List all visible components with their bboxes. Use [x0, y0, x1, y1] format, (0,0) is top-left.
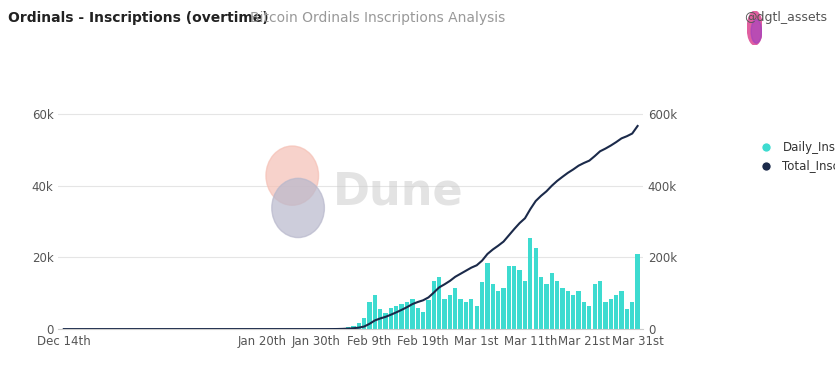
Bar: [593, 284, 597, 329]
Text: Ordinals - Inscriptions (overtime): Ordinals - Inscriptions (overtime): [8, 11, 269, 25]
Bar: [518, 270, 522, 329]
Bar: [609, 298, 613, 329]
Bar: [357, 323, 361, 329]
Text: Bitcoin Ordinals Inscriptions Analysis: Bitcoin Ordinals Inscriptions Analysis: [250, 11, 506, 25]
Text: Dune: Dune: [333, 170, 463, 213]
Circle shape: [747, 11, 762, 45]
Bar: [485, 263, 489, 329]
Bar: [534, 248, 538, 329]
Bar: [544, 284, 549, 329]
Bar: [474, 306, 478, 329]
Bar: [453, 288, 458, 329]
Bar: [587, 306, 591, 329]
Bar: [389, 307, 393, 329]
Bar: [469, 298, 473, 329]
Bar: [598, 280, 602, 329]
Bar: [427, 300, 431, 329]
Bar: [464, 302, 468, 329]
Text: @dgtl_assets: @dgtl_assets: [744, 11, 827, 24]
Bar: [625, 309, 629, 329]
Bar: [367, 302, 372, 329]
Bar: [496, 291, 500, 329]
Bar: [630, 302, 635, 329]
Bar: [539, 277, 544, 329]
Bar: [507, 266, 511, 329]
Bar: [410, 298, 414, 329]
Ellipse shape: [272, 178, 324, 237]
Bar: [378, 309, 382, 329]
Bar: [443, 298, 447, 329]
Bar: [480, 282, 484, 329]
Bar: [491, 284, 495, 329]
Bar: [512, 266, 516, 329]
Bar: [394, 306, 398, 329]
Bar: [501, 288, 506, 329]
Bar: [620, 291, 624, 329]
Bar: [576, 291, 581, 329]
Bar: [529, 237, 533, 329]
Bar: [405, 302, 409, 329]
Bar: [458, 298, 463, 329]
Bar: [571, 295, 575, 329]
Bar: [416, 308, 420, 329]
Bar: [560, 288, 564, 329]
Bar: [437, 277, 442, 329]
Bar: [362, 318, 367, 329]
Bar: [582, 302, 586, 329]
Bar: [399, 304, 404, 329]
Bar: [383, 313, 387, 329]
Bar: [555, 280, 559, 329]
Bar: [614, 295, 618, 329]
Bar: [346, 327, 350, 329]
Bar: [523, 280, 527, 329]
Bar: [635, 254, 640, 329]
Bar: [372, 295, 377, 329]
Bar: [352, 325, 356, 329]
Circle shape: [752, 19, 762, 43]
Bar: [566, 291, 570, 329]
Ellipse shape: [266, 146, 319, 205]
Bar: [549, 273, 554, 329]
Bar: [603, 302, 608, 329]
Legend: Daily_Inscriptions, Total_Inscriptions: Daily_Inscriptions, Total_Inscriptions: [754, 141, 835, 173]
Bar: [448, 295, 452, 329]
Bar: [432, 280, 436, 329]
Bar: [421, 312, 425, 329]
Bar: [341, 328, 345, 329]
